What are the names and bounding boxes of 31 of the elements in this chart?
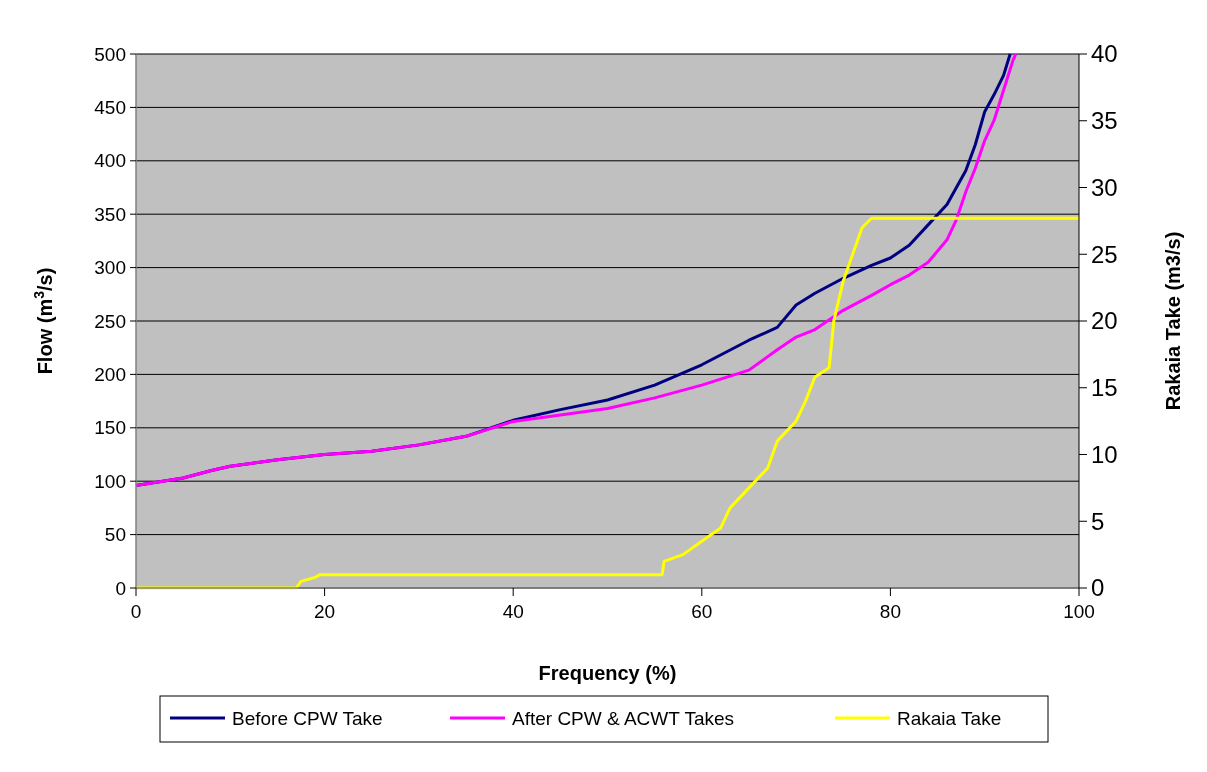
y2-tick-label: 0 <box>1091 574 1105 602</box>
y-tick-label: 350 <box>94 203 126 225</box>
y2-tick-label: 5 <box>1091 507 1105 535</box>
y2-tick-label: 25 <box>1091 240 1118 268</box>
y2-tick-label: 40 <box>1091 40 1118 68</box>
y2-tick-label: 20 <box>1091 307 1118 335</box>
y-tick-label: 450 <box>94 97 126 119</box>
legend-label: Before CPW Take <box>232 707 383 729</box>
y2-tick-label: 35 <box>1091 107 1118 135</box>
x-tick-label: 20 <box>314 601 336 622</box>
x-axis-title: Frequency (%) <box>538 662 677 684</box>
y2-tick-label: 15 <box>1091 374 1118 402</box>
y-tick-label: 0 <box>115 577 126 599</box>
legend-label: After CPW & ACWT Takes <box>512 707 735 729</box>
y2-axis-title: Rakaia Take (m3/s) <box>1162 231 1184 411</box>
y-tick-label: 300 <box>94 257 126 279</box>
x-tick-label: 100 <box>1063 601 1095 622</box>
y2-tick-label: 30 <box>1091 173 1118 201</box>
y2-tick-label: 10 <box>1091 440 1118 468</box>
y-tick-label: 50 <box>104 524 126 546</box>
x-tick-label: 0 <box>130 601 142 622</box>
y-tick-label: 150 <box>94 417 126 439</box>
x-tick-label: 80 <box>879 601 901 622</box>
legend-label: Rakaia Take <box>897 707 1002 729</box>
y-tick-label: 400 <box>94 150 126 172</box>
x-tick-label: 60 <box>691 601 713 622</box>
y-tick-label: 200 <box>94 364 126 386</box>
y-tick-label: 250 <box>94 310 126 332</box>
y-tick-label: 500 <box>94 43 126 65</box>
x-tick-label: 40 <box>502 601 524 622</box>
y-tick-label: 100 <box>94 470 126 492</box>
